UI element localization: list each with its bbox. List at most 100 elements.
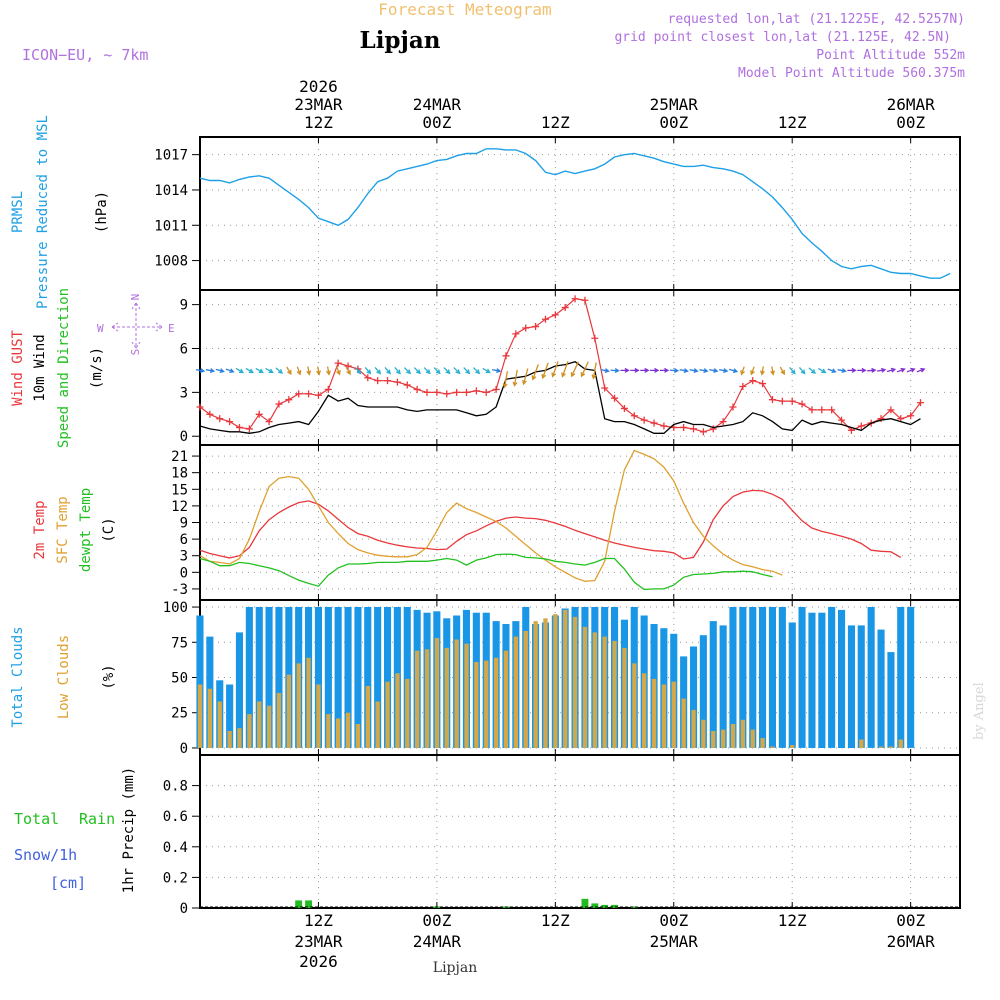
wind-gust-line-marker [285,396,293,404]
wind-direction-arrow [689,368,699,374]
low-cloud-bar [237,728,242,748]
y-tick-label: 6 [180,532,188,548]
wind-gust-line-marker [591,334,599,342]
wind-direction-arrow [570,361,579,378]
wind-direction-arrow [719,368,729,374]
wind-direction-arrow [423,367,431,375]
wind-direction-arrow [215,368,225,374]
wind-gust-line-marker [462,388,470,396]
total-cloud-bar [838,609,846,748]
y-tick-label: 12 [171,499,188,515]
wind-direction-arrow [473,367,481,375]
low-cloud-bar [730,724,736,748]
low-cloud-bar [602,636,607,748]
wind-gust-line-marker [492,385,500,393]
y-tick-label: 6 [180,341,188,357]
total-cloud-bar [334,607,342,748]
top-hour-label: 00Z [422,113,451,132]
wind-gust-line-marker [808,406,816,414]
wind-gust-line-marker [502,352,510,360]
precip-rain-label: Rain [79,810,115,828]
wind-gust-line-marker [216,415,224,423]
wind-direction-arrow [659,367,670,373]
wind-gust-line-marker [275,400,283,408]
low-cloud-bar [622,647,627,748]
wind-direction-arrow [325,366,331,376]
wind-gust-line-marker [887,406,895,414]
bottom-hour-label: 00Z [659,911,688,930]
y-tick-label: 18 [171,466,188,482]
low-cloud-bar [760,738,765,748]
low-cloud-bar [582,626,588,748]
low-cloud-bar [247,714,252,748]
low-cloud-bar [740,719,745,748]
low-cloud-bar [434,638,440,748]
low-cloud-bar [405,678,410,748]
compass-icon [111,302,163,349]
total-cloud-bar [808,612,816,748]
wind-gust-line-marker [512,330,520,338]
low-cloud-bar [474,662,479,748]
low-cloud-bar [671,681,676,748]
wind-gust-line-marker [907,412,915,420]
wind-direction-arrow [394,366,401,375]
precip-snow-label: Snow/1h [14,846,77,864]
wind-gust-line-marker [838,416,846,424]
wind-direction-arrow [837,368,847,374]
top-hour-label: 12Z [304,113,333,132]
temp-unit-label: (C) [101,517,117,542]
wind-direction-arrow [384,366,391,375]
low-cloud-bar [632,663,637,748]
wind-gust-line-marker [245,425,253,433]
wind-direction-arrow [255,367,264,374]
wind-gust-line-marker [206,410,214,418]
wind-direction-arrow [512,369,518,387]
wind-direction-arrow [591,362,597,380]
total-cloud-bar [739,607,747,748]
y-tick-label: 100 [163,600,188,616]
wind-gust-line-marker [611,394,619,402]
total-cloud-bar [867,607,875,748]
wind-direction-arrow [306,366,312,376]
info-line: Point Altitude 552m [816,48,965,63]
y-tick-label: 0 [180,565,188,581]
total-cloud-bar [729,607,737,748]
low-cloud-bar [898,739,903,748]
y-tick-label: 0 [180,901,188,917]
wind-gust-line-marker [788,397,796,405]
low-cloud-bar [306,657,311,748]
wind-direction-arrow [482,367,491,374]
temp-sfc-line [199,449,783,582]
wind-direction-arrow [789,366,796,375]
wind-speed-label: 10m Wind [32,334,48,401]
rain-bar [630,906,638,908]
wind-speed-line [199,360,921,434]
wind-direction-arrow [770,366,776,376]
wind-direction-label: Speed and Direction [56,288,72,448]
wind-direction-arrow [345,366,351,376]
wind-gust-line-marker [532,323,540,331]
wind-gust-line-marker [561,304,569,312]
total-cloud-bar [907,607,915,748]
wind-direction-arrow [492,368,502,374]
low-cloud-bar [454,639,459,748]
wind-direction-arrow [740,366,745,376]
low-cloud-bar [424,649,430,748]
total-cloud-bar [354,607,362,748]
wind-direction-arrow [640,367,650,373]
rain-bar [591,903,599,908]
low-cloud-bar [790,745,795,748]
wind-gust-line-marker [226,418,234,426]
temp-2m-label: 2m Temp [32,500,48,559]
wind-gust-line-marker [374,377,382,385]
wind-direction-arrow [286,366,292,376]
wind-direction-arrow [275,367,284,374]
total-cloud-bar [196,615,204,748]
low-cloud-bar [750,729,755,748]
top-hour-label: 00Z [659,113,688,132]
y-tick-label: 3 [180,549,188,565]
wind-gust-line-marker [314,391,322,399]
bottom-date-label: 26MAR [887,932,936,951]
wind-direction-arrow [403,367,412,375]
low-cloud-bar [257,701,262,748]
